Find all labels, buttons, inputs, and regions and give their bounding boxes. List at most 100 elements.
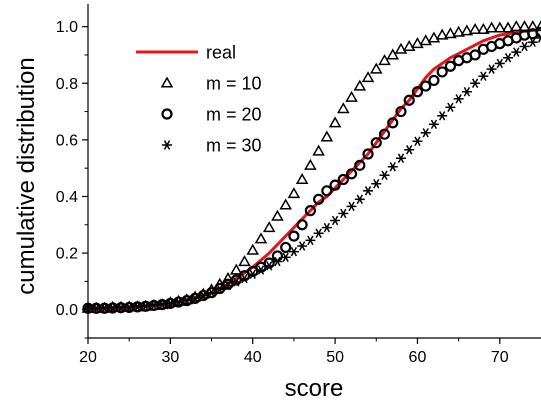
- series-m-20-point: [247, 265, 259, 278]
- series-m-20-point: [296, 219, 308, 231]
- series-m-10-point: [509, 20, 523, 32]
- x-tick-label: 50: [326, 349, 344, 366]
- series-m-30-point: [198, 290, 209, 301]
- series-m-30-point: [371, 179, 382, 189]
- legend-item-m-10: m = 10: [160, 74, 262, 94]
- series-m-30-point-stroke: [191, 293, 199, 304]
- series-m-10-point: [262, 221, 276, 233]
- legend-swatch-m-30: [162, 140, 172, 150]
- series-m-30-point-stroke: [200, 290, 207, 301]
- series-m-30-point: [280, 252, 291, 263]
- series-m-30-point: [428, 119, 439, 130]
- series-m-10-point: [526, 20, 540, 32]
- series-m-10-point: [279, 198, 292, 210]
- series-m-10-point: [106, 300, 120, 312]
- series-m-20-point: [469, 49, 481, 61]
- series-m-10-point: [180, 293, 194, 305]
- legend-swatch-m-20: [161, 108, 173, 120]
- legend: real m = 10 m = 20 m = 30: [136, 43, 262, 156]
- series-m-10-point: [534, 20, 541, 32]
- x-tick-label: 40: [244, 349, 262, 366]
- axes-layer: 20 30 40 50 60 70 0.0 0.2 0.4 0.6 0.8 1.0: [56, 4, 541, 366]
- series-m-30-point-stroke: [224, 280, 232, 291]
- series-m-30-point-stroke: [315, 228, 322, 238]
- series-m-10-point: [501, 21, 515, 33]
- series-m-30-point-stroke: [348, 201, 355, 212]
- series-m-30-point-stroke: [373, 179, 380, 189]
- series-m-30-point: [404, 145, 415, 155]
- series-m-30-point: [354, 194, 365, 205]
- series-m-30-point: [272, 256, 283, 267]
- series-m-20-point: [304, 205, 316, 217]
- series-m-30-point-stroke: [430, 119, 438, 130]
- series-m-10-point: [353, 79, 367, 91]
- legend-label-m-20: m = 20: [206, 105, 262, 125]
- series-m-30-point-stroke: [126, 302, 133, 313]
- series-m-10-point: [254, 232, 268, 244]
- series-m-30-point-stroke: [513, 47, 520, 57]
- series-m-30-point: [297, 241, 308, 251]
- series-m-20-point: [222, 278, 234, 290]
- series-m-30-point: [264, 261, 275, 271]
- series-m-30-point-stroke: [150, 300, 158, 311]
- series-m-30-point-stroke: [480, 71, 487, 81]
- x-tick-label: 30: [161, 349, 179, 366]
- series-m-30-point: [305, 235, 316, 246]
- series-m-10-point: [411, 37, 424, 49]
- series-m-30-point: [519, 41, 530, 52]
- series-m-30-point-stroke: [406, 145, 413, 155]
- series-m-20-point: [354, 159, 366, 171]
- series-m-10-markers: [81, 20, 541, 313]
- series-m-30-point-stroke: [167, 298, 174, 309]
- series-m-30-point-stroke: [471, 78, 479, 88]
- series-m-30-point-stroke: [447, 102, 454, 113]
- series-m-20-point: [535, 26, 541, 38]
- series-m-30-point-stroke: [389, 162, 396, 172]
- series-m-30-point-stroke: [274, 256, 281, 267]
- series-m-10-point: [386, 48, 400, 60]
- series-m-30-point-stroke: [109, 303, 116, 313]
- series-m-10-point: [485, 21, 498, 33]
- series-m-30-point: [503, 53, 514, 63]
- series-m-20-point: [428, 74, 440, 87]
- series-m-30-point-stroke: [282, 252, 289, 263]
- series-m-10-point: [287, 187, 301, 199]
- series-m-30-point-stroke: [521, 41, 528, 52]
- series-m-10-point: [435, 28, 449, 40]
- series-m-30-point-stroke: [331, 215, 339, 226]
- series-m-20-point: [337, 173, 349, 186]
- series-m-30-point-stroke: [323, 222, 331, 233]
- series-m-30-point: [181, 295, 192, 306]
- series-m-30-point-stroke: [504, 53, 512, 63]
- data-layer: [81, 20, 541, 314]
- series-m-30-point: [330, 215, 341, 226]
- series-m-30-point-stroke: [208, 287, 215, 298]
- series-m-20-point: [378, 128, 391, 140]
- y-tick-label: 0.6: [56, 132, 78, 149]
- series-m-10-point: [172, 294, 185, 306]
- legend-label-m-10: m = 10: [206, 74, 262, 94]
- series-m-30-point: [412, 136, 423, 147]
- series-m-30-point-stroke: [422, 128, 429, 138]
- series-m-10-point: [460, 24, 474, 36]
- series-m-30-point: [420, 128, 431, 138]
- series-m-30-point-stroke: [537, 33, 541, 40]
- y-tick-label: 0.2: [56, 246, 78, 263]
- series-m-30-point: [148, 300, 159, 311]
- series-m-30-point-stroke: [364, 186, 372, 196]
- x-tick-label: 60: [409, 349, 427, 366]
- y-axis-title: cumulative distribution: [13, 57, 40, 294]
- series-m-10-point: [229, 263, 243, 275]
- series-m-30-point-stroke: [175, 297, 182, 307]
- series-m-10-point: [477, 22, 490, 34]
- series-m-30-point-stroke: [463, 87, 471, 97]
- series-m-10-point: [419, 34, 432, 46]
- series-m-30-point: [255, 265, 266, 275]
- series-m-30-point: [363, 186, 374, 196]
- series-m-20-point: [263, 257, 275, 269]
- series-m-30-point-stroke: [298, 241, 306, 251]
- series-m-10-point: [221, 272, 235, 284]
- series-m-10-point: [493, 21, 507, 33]
- series-m-20-point: [370, 137, 382, 149]
- series-m-10-point: [468, 22, 482, 34]
